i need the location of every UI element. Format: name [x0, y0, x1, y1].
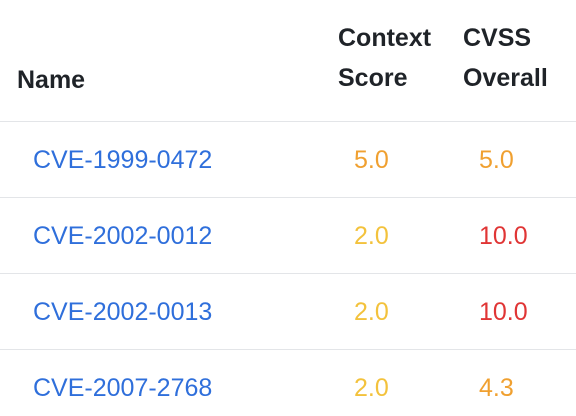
cvss-overall-value: 4.3 — [479, 374, 514, 402]
column-header-cvss-overall[interactable]: CVSS Overall — [463, 18, 548, 98]
column-header-cvss-overall-line-2: Overall — [463, 64, 548, 92]
cvss-overall-value: 10.0 — [479, 298, 528, 326]
table-row: CVE-2002-0012 2.0 10.0 — [0, 197, 576, 274]
cvss-overall-value: 10.0 — [479, 222, 528, 250]
context-score-value: 5.0 — [354, 146, 389, 174]
cve-link[interactable]: CVE-2002-0013 — [33, 298, 213, 326]
column-header-context-score[interactable]: Context Score — [338, 18, 431, 98]
column-header-name-label: Name — [17, 66, 86, 94]
table-row: CVE-1999-0472 5.0 5.0 — [0, 121, 576, 198]
column-header-context-score-line-1: Context — [338, 24, 432, 52]
context-score-value: 2.0 — [354, 374, 389, 402]
cvss-overall-value: 5.0 — [479, 146, 514, 174]
context-score-value: 2.0 — [354, 222, 389, 250]
table-row: CVE-2002-0013 2.0 10.0 — [0, 273, 576, 350]
table-row: CVE-2007-2768 2.0 4.3 — [0, 349, 576, 416]
context-score-value: 2.0 — [354, 298, 389, 326]
cve-link[interactable]: CVE-2007-2768 — [33, 374, 213, 402]
column-header-name[interactable]: Name — [17, 60, 85, 100]
cve-link[interactable]: CVE-2002-0012 — [33, 222, 213, 250]
column-header-context-score-line-2: Score — [338, 64, 408, 92]
column-header-cvss-overall-line-1: CVSS — [463, 24, 532, 52]
cve-link[interactable]: CVE-1999-0472 — [33, 146, 213, 174]
